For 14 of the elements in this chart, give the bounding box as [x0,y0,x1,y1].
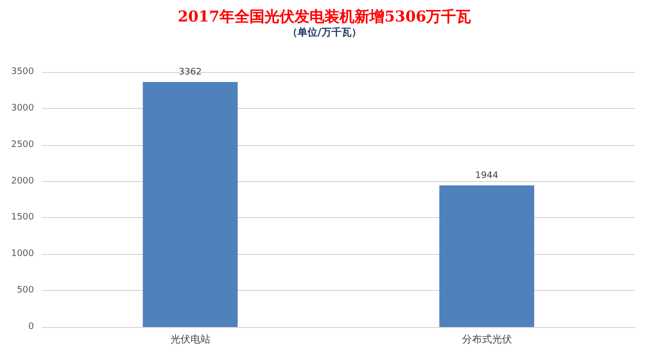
y-tick-label: 1500 [11,212,34,223]
data-label: 1944 [475,170,498,181]
x-tick-label: 分布式光伏 [462,334,512,346]
x-tick-label: 光伏电站 [170,334,210,346]
chart-title: 2017年全国光伏发电装机新增5306万千瓦 [178,8,472,26]
y-tick-label: 2000 [11,176,34,186]
y-tick-label: 500 [16,286,34,296]
y-tick-label: 2500 [11,140,34,150]
y-tick-label: 1000 [11,249,34,260]
data-label: 3362 [178,68,202,78]
y-tick-label: 3500 [11,67,34,77]
y-tick-label: 0 [28,322,34,332]
chart-subtitle: （单位/万千瓦） [288,26,362,38]
y-tick-label: 3000 [11,103,34,114]
